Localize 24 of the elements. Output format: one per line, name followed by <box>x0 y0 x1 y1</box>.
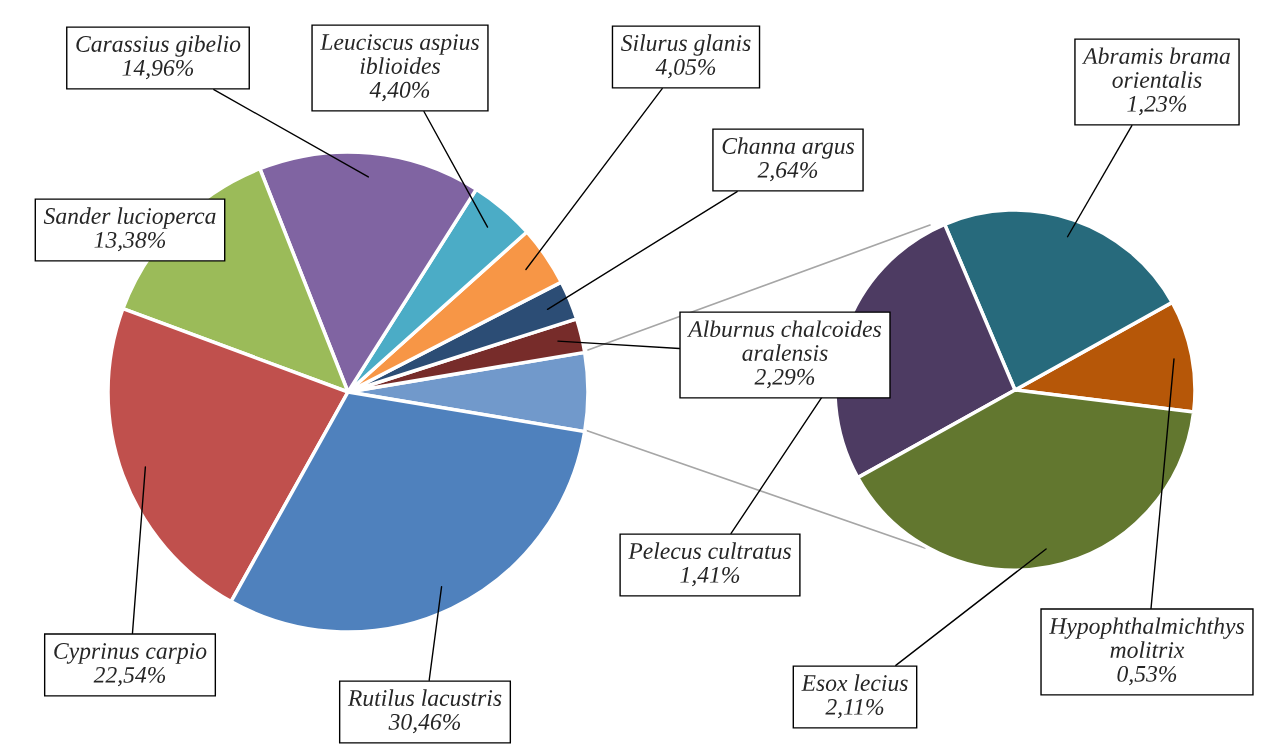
data-label: 4,05% <box>655 58 716 79</box>
data-label: 22,54% <box>93 666 166 687</box>
slice-label: Alburnus chalcoides aralensis <box>686 320 882 361</box>
data-label: 13,38% <box>94 231 166 252</box>
slice-label: Sander lucioperca <box>43 207 216 229</box>
slice-label: Esox lecius <box>801 674 908 692</box>
data-label: 1,23% <box>1127 95 1187 116</box>
slice-label: Pelecus cultratus <box>628 542 791 560</box>
data-label: 2,11% <box>825 698 884 719</box>
data-label: 14,96% <box>122 59 194 80</box>
data-label: 0,53% <box>1117 665 1177 686</box>
slice-label: Silurus glanis <box>621 34 751 56</box>
data-label: 30,46% <box>388 713 461 734</box>
data-label: 4,40% <box>369 81 430 102</box>
data-label: 1,41% <box>680 566 740 587</box>
slice-label: Rutilus lacustris <box>347 689 502 707</box>
slice-label: Cyprinus carpio <box>54 643 207 664</box>
slice-label: Channa argus <box>722 137 855 159</box>
slice-label: Carassius gibelio <box>76 35 241 57</box>
slice-label: Leuciscus aspius iblioides <box>320 34 479 74</box>
slice-label: Hypophthalmichthys molitrix <box>1049 617 1244 658</box>
slice-label: Abramis brama orientalis <box>1081 47 1230 88</box>
data-label: 2,29% <box>754 368 815 389</box>
data-label: 2,64% <box>757 161 818 182</box>
